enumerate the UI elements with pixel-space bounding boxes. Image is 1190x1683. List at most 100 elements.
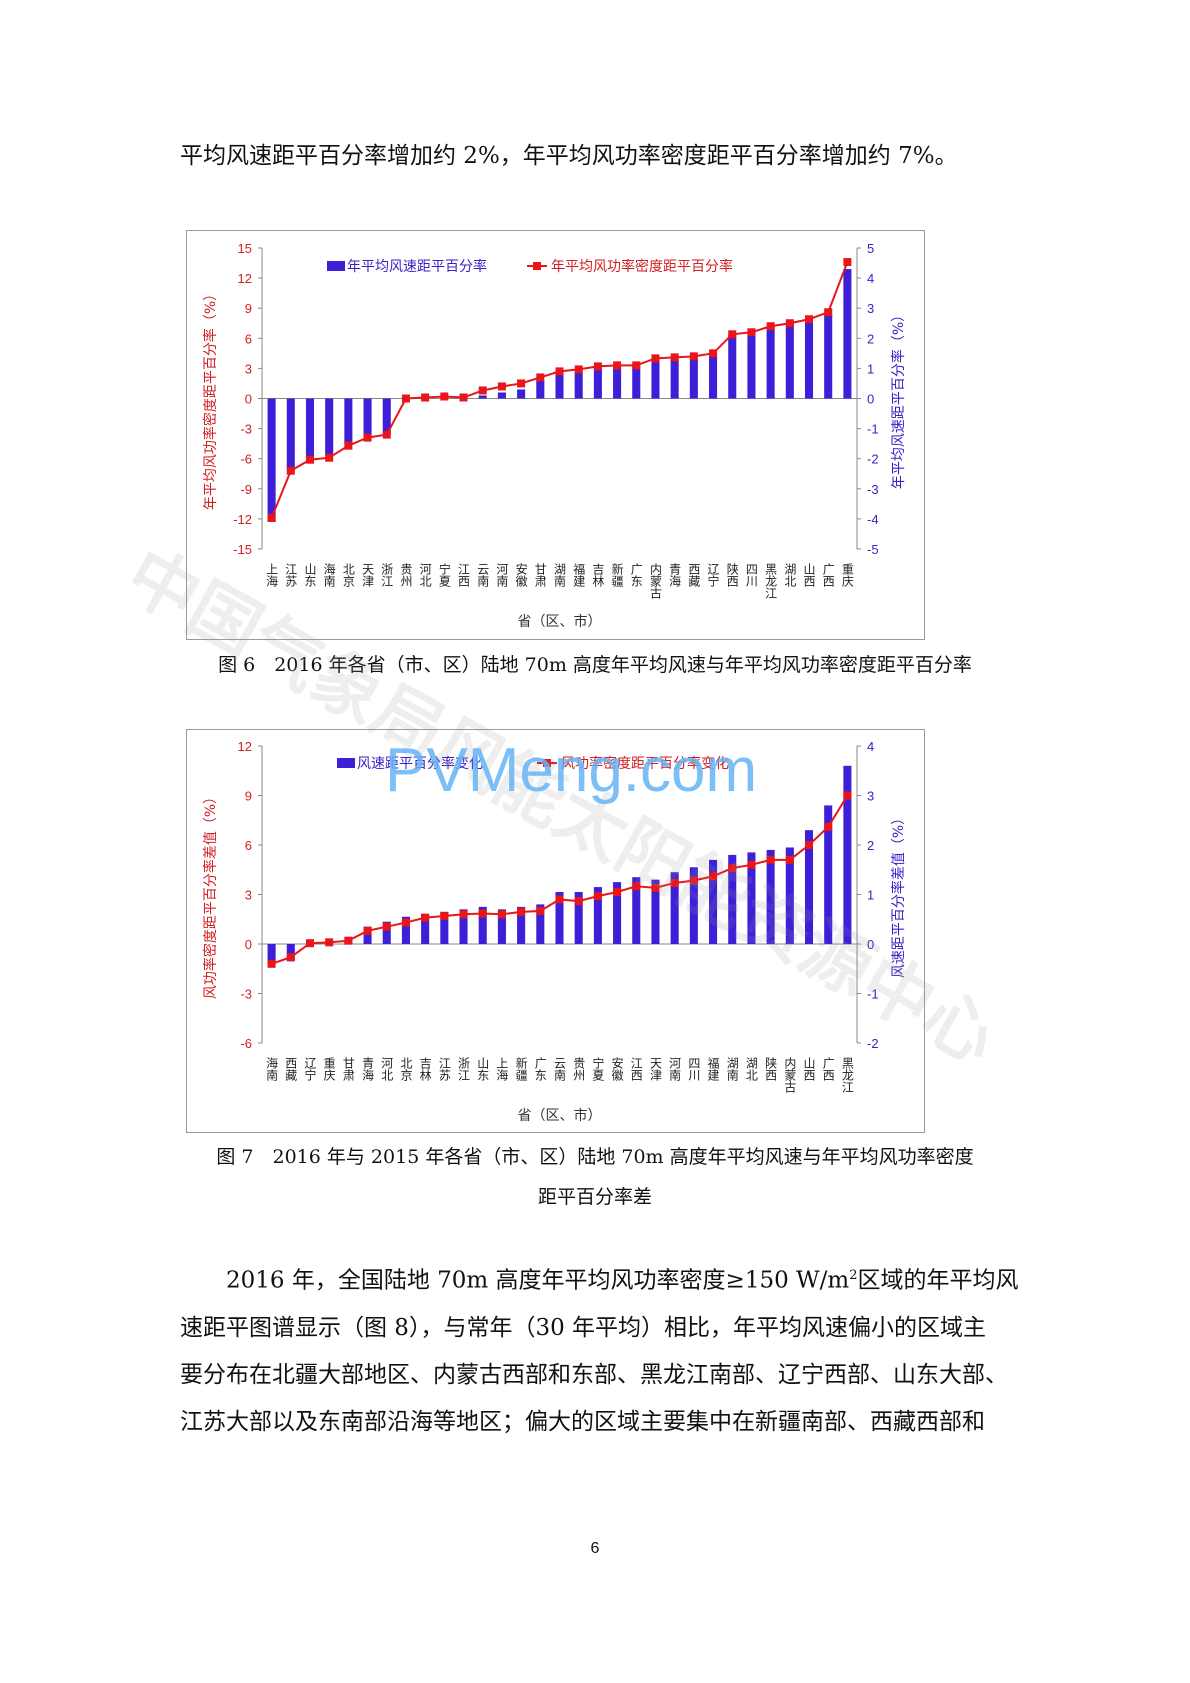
left-tick-label: 0 (245, 937, 252, 952)
bar (689, 867, 698, 944)
category-label: 湖南 (553, 562, 567, 587)
line-marker (555, 367, 564, 376)
left-tick-label: 0 (245, 392, 252, 407)
legend-line-label: 年平均风功率密度距平百分率 (551, 258, 733, 275)
bar (632, 365, 641, 399)
bar (555, 892, 564, 944)
bar (728, 854, 737, 944)
bar (517, 389, 526, 399)
category-label: 海南 (265, 1056, 279, 1081)
body-line-3: 要分布在北疆大部地区、内蒙古西部和东部、黑龙江南部、辽宁西部、山东大部、 (180, 1361, 1008, 1388)
line-marker (344, 441, 353, 450)
right-tick-label: 0 (867, 392, 874, 407)
bar (440, 911, 449, 944)
category-label: 黑龙江 (764, 563, 778, 599)
line-marker (478, 909, 487, 918)
left-tick-label: -3 (240, 987, 252, 1002)
left-axis-title: 年平均风功率密度距平百分率（%） (202, 287, 219, 510)
body-line-4: 江苏大部以及东南部沿海等地区；偏大的区域主要集中在新疆南部、西藏西部和 (180, 1408, 985, 1435)
category-label: 青海 (361, 1057, 375, 1081)
category-label: 宁夏 (437, 562, 451, 587)
intro-text: 平均风速距平百分率增加约 2%，年平均风功率密度距平百分率增加约 7%。 (180, 143, 958, 169)
line-marker (421, 913, 430, 922)
x-axis-title: 省（区、市） (518, 1107, 602, 1124)
line-marker (709, 349, 718, 358)
category-label: 广东 (533, 1057, 547, 1081)
line-marker (593, 362, 602, 371)
right-tick-label: -3 (867, 482, 879, 497)
body-line-1: 2016 年，全国陆地 70m 高度年平均风功率密度≥150 W/m2区域的年平… (180, 1252, 1020, 1305)
left-tick-label: 9 (245, 301, 252, 316)
bar (785, 323, 794, 399)
category-label: 江西 (457, 563, 471, 587)
line-marker (286, 466, 295, 475)
right-tick-label: -5 (867, 542, 879, 557)
bar (517, 906, 526, 944)
line-marker (670, 353, 679, 362)
bar (536, 380, 545, 399)
bar (747, 332, 756, 399)
bar (574, 892, 583, 944)
category-label: 福建 (706, 1056, 720, 1082)
right-tick-label: 3 (867, 301, 874, 316)
category-label: 吉林 (418, 1057, 432, 1081)
bar (421, 914, 430, 944)
body-line-1-text: 2016 年，全国陆地 70m 高度年平均风功率密度≥150 W/m (226, 1267, 850, 1294)
line-marker (785, 319, 794, 328)
bar (267, 398, 276, 522)
legend-bar-swatch (327, 261, 345, 271)
category-label: 新疆 (514, 1056, 528, 1081)
line-marker (382, 922, 391, 931)
category-label: 西藏 (687, 563, 701, 588)
category-label: 河北 (380, 1057, 394, 1082)
line-marker (632, 882, 641, 891)
category-label: 海南 (322, 562, 336, 587)
line-marker (459, 910, 468, 919)
left-tick-label: 15 (238, 241, 252, 256)
line-marker (824, 822, 833, 831)
right-axis-title: 年平均风速距平百分率（%） (890, 308, 907, 489)
right-tick-label: -1 (867, 987, 879, 1002)
right-tick-label: -2 (867, 452, 879, 467)
category-label: 上海 (265, 563, 279, 587)
left-tick-label: 12 (238, 739, 252, 754)
category-label: 陕西 (725, 562, 739, 587)
bar (824, 314, 833, 399)
right-axis-title: 风速距平百分率差值（%） (890, 811, 907, 978)
bar (325, 398, 334, 456)
right-tick-label: 4 (867, 271, 874, 286)
line-marker (267, 959, 276, 968)
category-label: 宁夏 (591, 1056, 605, 1081)
category-label: 贵州 (572, 1057, 586, 1081)
bar (382, 398, 391, 435)
category-label: 西藏 (284, 1057, 298, 1082)
bar (344, 398, 353, 444)
line-marker (363, 433, 372, 442)
category-label: 四川 (687, 1057, 701, 1081)
category-label: 四川 (744, 563, 758, 587)
bar (267, 944, 276, 964)
figure-6-svg: 15 12 9 6 3 0 -3 -6 -9 -12 -15 5 4 3 2 1 0 -1 -2 -3 -4 -5 上海 江苏… (202, 241, 907, 630)
line-marker (267, 513, 276, 522)
right-tick-label: 4 (867, 739, 874, 754)
bar (593, 887, 602, 944)
line-marker (709, 872, 718, 881)
line-marker (344, 936, 353, 945)
line-marker (785, 855, 794, 864)
bar (497, 909, 506, 944)
right-tick-label: 5 (867, 241, 874, 256)
bar (651, 879, 660, 944)
bar (613, 882, 622, 944)
category-label: 湖北 (744, 1056, 758, 1082)
line-marker (478, 386, 487, 395)
category-label: 陕西 (764, 1056, 778, 1081)
category-label: 福建 (572, 562, 586, 588)
line-marker (747, 328, 756, 337)
right-tick-label: -4 (867, 512, 879, 527)
line-marker (613, 361, 622, 370)
legend-bar-label: 年平均风速距平百分率 (347, 258, 487, 275)
bar (593, 368, 602, 399)
category-label: 安徽 (514, 562, 528, 587)
body-line-2: 速距平图谱显示（图 8），与常年（30 年平均）相比，年平均风速偏小的区域主 (180, 1314, 987, 1341)
right-tick-label: 2 (867, 331, 874, 346)
